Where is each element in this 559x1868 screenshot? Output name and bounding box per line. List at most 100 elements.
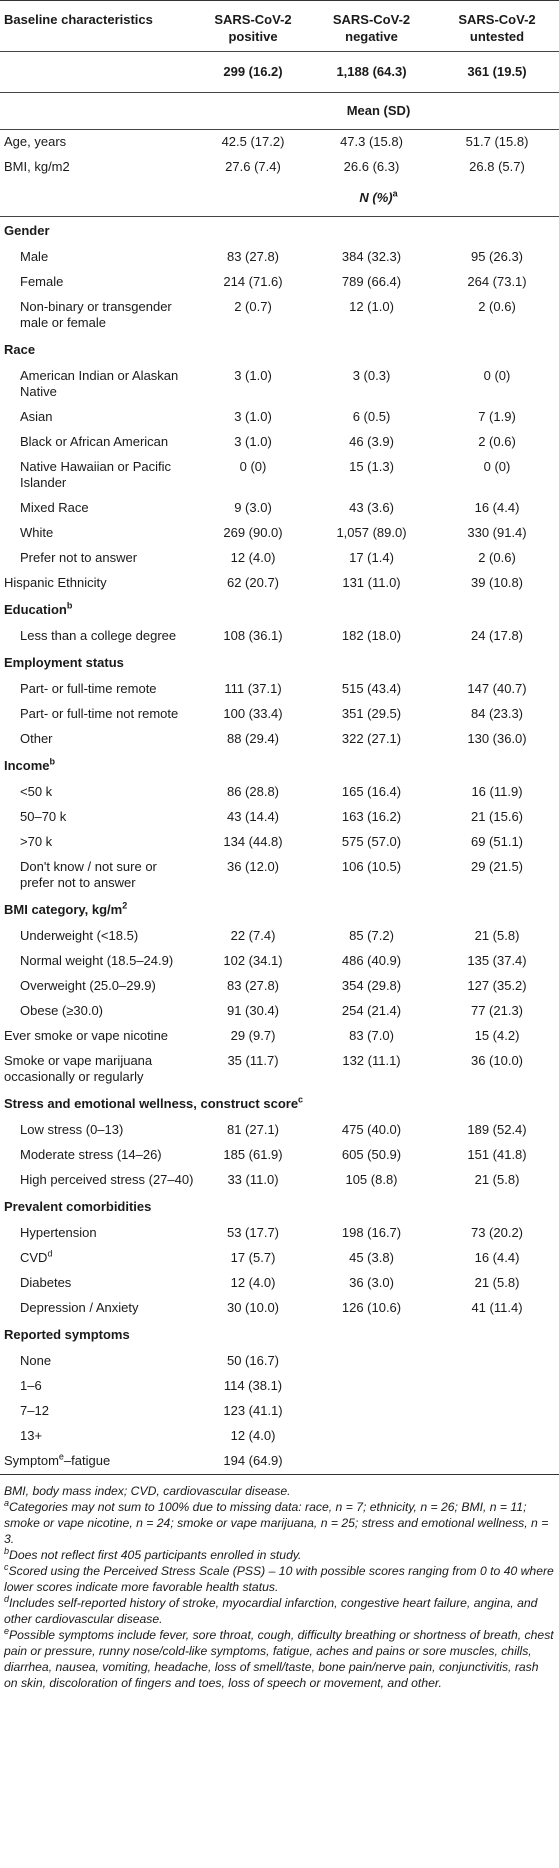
row-value: 35 (11.7): [227, 1053, 279, 1068]
row-label: Smoke or vape marijuana occasionally or …: [4, 1053, 153, 1084]
row-value: 36 (3.0): [349, 1275, 394, 1290]
row-value: [435, 1349, 559, 1374]
row-label: Ever smoke or vape nicotine: [4, 1028, 169, 1043]
symptoms-row: 1–6 114 (38.1): [0, 1374, 559, 1399]
row-value: 151 (41.8): [467, 1147, 527, 1162]
row-value: [308, 1449, 435, 1475]
row-value: 264 (73.1): [467, 274, 527, 289]
row-label: High perceived stress (27–40): [20, 1172, 194, 1187]
row-label: >70 k: [20, 834, 53, 849]
bmi-section-header: BMI category, kg/m2: [0, 896, 559, 924]
row-value: 17 (5.7): [230, 1250, 276, 1265]
section-title: Prevalent comorbidities: [4, 1199, 152, 1214]
bmi-row: Obese (≥30.0) 91 (30.4) 254 (21.4) 77 (21.3…: [0, 999, 559, 1024]
continuous-row: BMI, kg/m2 27.6 (7.4) 26.6 (6.3) 26.8 (5.7): [0, 155, 559, 180]
gender-section-header: Gender: [0, 217, 559, 246]
row-label: Obese (≥30.0): [20, 1003, 104, 1018]
row-value: 354 (29.8): [341, 978, 402, 993]
section-title: Gender: [4, 223, 50, 238]
section-title: Educationb: [4, 600, 73, 617]
row-label: Overweight (25.0–29.9): [20, 978, 156, 993]
row-value: 194 (64.9): [223, 1453, 283, 1468]
row-label: CVDd: [20, 1248, 53, 1265]
table-container: Baseline characteristics SARS-CoV-2 posi…: [0, 0, 559, 1690]
row-value: 36 (12.0): [226, 859, 280, 874]
row-value: 3 (1.0): [234, 434, 272, 449]
row-label: Asian: [20, 409, 53, 424]
n-pct-subheader: N (%)a: [0, 180, 559, 217]
footnote-b: bDoes not reflect first 405 participants…: [4, 1545, 302, 1562]
row-value: 15 (4.2): [474, 1028, 520, 1043]
income-row: Don't know / not sure or prefer not to a…: [0, 855, 559, 896]
row-value: 127 (35.2): [467, 978, 527, 993]
row-label: Black or African American: [20, 434, 169, 449]
row-label: Male: [20, 249, 49, 264]
row-value: 84 (23.3): [470, 706, 524, 721]
row-label: None: [20, 1353, 52, 1368]
section-title: Employment status: [4, 655, 124, 670]
row-value: 85 (7.2): [349, 928, 394, 943]
row-value: 43 (3.6): [349, 500, 394, 515]
bmi-row: Overweight (25.0–29.9) 83 (27.8) 354 (29.8…: [0, 974, 559, 999]
row-value: 12 (1.0): [349, 299, 394, 314]
row-value: 132 (11.1): [342, 1053, 401, 1068]
row-value: 69 (51.1): [470, 834, 524, 849]
employment-row: Part- or full-time remote 111 (37.1) 515 (…: [0, 677, 559, 702]
income-row: <50 k 86 (28.8) 165 (16.4) 16 (11.9): [0, 780, 559, 805]
row-label: White: [20, 525, 54, 540]
mean-sd-label: Mean (SD): [346, 103, 411, 118]
section-title: Reported symptoms: [4, 1327, 130, 1342]
row-value: 51.7 (15.8): [465, 134, 529, 149]
row-value: 2 (0.6): [478, 550, 516, 565]
row-value: 9 (3.0): [234, 500, 272, 515]
row-value: 605 (50.9): [341, 1147, 402, 1162]
group-counts-row: 299 (16.2) 1,188 (64.3) 361 (19.5): [0, 52, 559, 93]
row-value: 53 (17.7): [226, 1225, 280, 1240]
row-value: 41 (11.4): [471, 1300, 523, 1315]
bmi-row: Underweight (<18.5) 22 (7.4) 85 (7.2) 21 (5…: [0, 924, 559, 949]
row-value: 163 (16.2): [341, 809, 402, 824]
row-label: Part- or full-time remote: [20, 681, 157, 696]
footnote-c: cScored using the Perceived Stress Scale…: [4, 1561, 554, 1594]
row-value: 0 (0): [483, 459, 511, 474]
row-value: 475 (40.0): [341, 1122, 402, 1137]
education-section-header: Educationb: [0, 596, 559, 624]
row-value: 91 (30.4): [226, 1003, 280, 1018]
row-label: 50–70 k: [20, 809, 67, 824]
comorbidity-section-header: Prevalent comorbidities: [0, 1193, 559, 1221]
row-value: 86 (28.8): [226, 784, 280, 799]
row-value: 575 (57.0): [341, 834, 402, 849]
symptoms-row: 13+ 12 (4.0): [0, 1424, 559, 1449]
symptoms-row: None 50 (16.7): [0, 1349, 559, 1374]
employment-row: Other 88 (29.4) 322 (27.1) 130 (36.0): [0, 727, 559, 752]
row-label: Less than a college degree: [20, 628, 177, 643]
row-label: 13+: [20, 1428, 43, 1443]
row-value: [308, 1349, 435, 1374]
row-label: Depression / Anxiety: [20, 1300, 139, 1315]
symptom-fatigue-row: Symptome–fatigue 194 (64.9): [0, 1449, 559, 1475]
row-value: 83 (27.8): [226, 249, 280, 264]
row-value: [435, 1374, 559, 1399]
row-value: 83 (7.0): [349, 1028, 394, 1043]
row-value: 130 (36.0): [467, 731, 527, 746]
baseline-characteristics-table: Baseline characteristics SARS-CoV-2 posi…: [0, 0, 559, 1475]
hispanic-row: Hispanic Ethnicity 62 (20.7) 131 (11.0) 39 …: [0, 571, 559, 596]
employment-section-header: Employment status: [0, 649, 559, 677]
row-label: 1–6: [20, 1378, 42, 1393]
income-section-header: Incomeb: [0, 752, 559, 780]
employment-row: Part- or full-time not remote 100 (33.4) 3…: [0, 702, 559, 727]
row-value: 27.6 (7.4): [225, 159, 281, 174]
race-row: Black or African American 3 (1.0) 46 (3.9)…: [0, 430, 559, 455]
row-label: Symptome–fatigue: [4, 1451, 111, 1468]
row-value: 26.6 (6.3): [343, 159, 400, 174]
row-value: 16 (4.4): [474, 1250, 520, 1265]
header-positive: SARS-CoV-2 positive: [198, 0, 308, 52]
count-positive: 299 (16.2): [223, 64, 283, 79]
row-label: Non-binary or transgender male or female: [20, 299, 172, 330]
row-value: 29 (9.7): [230, 1028, 276, 1043]
row-label: Native Hawaiian or Pacific Islander: [20, 459, 172, 490]
row-value: [308, 1374, 435, 1399]
row-value: 6 (0.5): [352, 409, 391, 424]
row-value: 0 (0): [239, 459, 267, 474]
row-value: 384 (32.3): [341, 249, 402, 264]
